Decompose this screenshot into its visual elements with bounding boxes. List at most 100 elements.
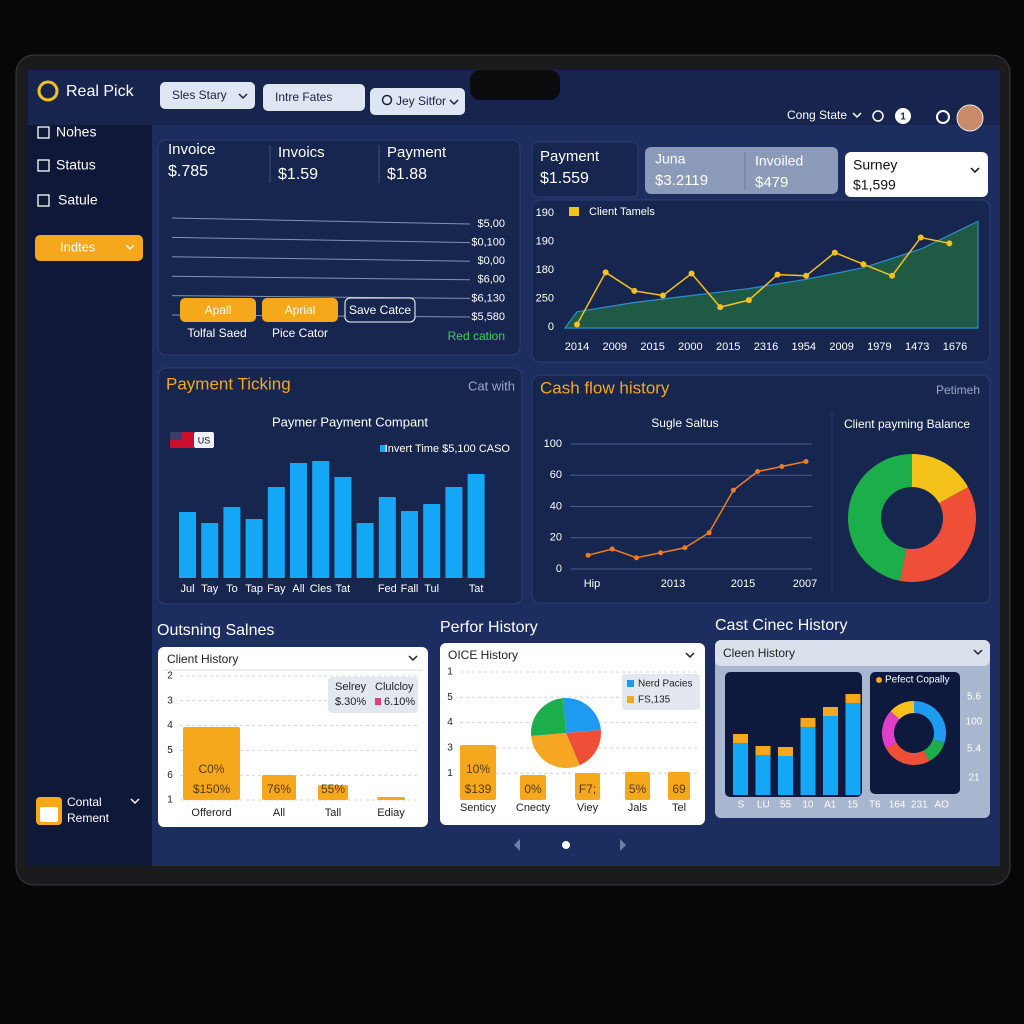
y-tick-label: 100 <box>544 438 562 450</box>
nav-item[interactable]: Status <box>56 157 96 173</box>
x-tick-label: Jals <box>628 802 648 814</box>
x-tick-label: Tul <box>424 583 439 595</box>
caption: Pice Cator <box>272 326 328 340</box>
area <box>563 220 979 329</box>
bar <box>318 785 348 800</box>
nav-item[interactable]: Satule <box>58 192 98 208</box>
x-tick-label: Cnecty <box>516 802 551 814</box>
dropdown-label[interactable]: Client History <box>167 652 238 666</box>
bar-label: 10% <box>466 762 490 776</box>
panel-action[interactable]: Cat with <box>468 378 515 393</box>
bar-cap <box>755 746 771 755</box>
bar <box>183 727 240 800</box>
pager-prev[interactable] <box>514 839 520 851</box>
user-name[interactable]: Cong State <box>787 108 847 122</box>
badge-count: 1 <box>900 112 906 123</box>
x-tick-label: 1676 <box>943 341 967 353</box>
point <box>706 530 712 536</box>
x-tick-label: To <box>226 583 238 595</box>
dropdown-label[interactable]: OICE History <box>448 648 518 662</box>
axis-label: $0,100 <box>471 237 505 249</box>
chevron <box>130 798 140 805</box>
note: Red cation <box>448 329 505 343</box>
tab-label[interactable]: Sles Stary <box>172 88 227 102</box>
tab-label[interactable]: Intre Fates <box>275 90 332 104</box>
bar-label: 69 <box>672 782 686 796</box>
y-tick-label: 5 <box>167 745 173 756</box>
x-tick-label: Fed <box>378 583 397 595</box>
bar <box>356 523 374 578</box>
button-label[interactable]: Apall <box>205 303 232 317</box>
chart-title: Client payming Balance <box>844 417 970 431</box>
x-tick-label: Hip <box>584 578 601 590</box>
bar-cap <box>800 718 816 727</box>
stat-value[interactable]: $1,599 <box>853 177 896 193</box>
legend-label: FS,135 <box>638 695 671 706</box>
button-label[interactable]: Save Catce <box>349 303 411 317</box>
tab[interactable] <box>370 88 465 115</box>
slice <box>530 698 566 737</box>
legend-dot <box>876 677 882 683</box>
chart-title: Sugle Saltus <box>651 416 718 430</box>
bar <box>467 474 485 578</box>
x-tick-label: 2015 <box>640 341 664 353</box>
y-tick-label: 250 <box>536 292 554 304</box>
x-tick-label: 231 <box>911 800 928 811</box>
pager-dot[interactable] <box>562 841 570 849</box>
dropdown[interactable] <box>163 651 423 671</box>
avatar[interactable] <box>956 104 984 132</box>
y-tick-label: 60 <box>550 469 562 481</box>
y-tick-label: 0 <box>548 321 554 333</box>
dropdown-label[interactable]: Cleen History <box>723 646 795 660</box>
legend-swatch <box>627 680 634 687</box>
button[interactable] <box>262 298 338 322</box>
slice <box>531 733 580 768</box>
point <box>631 287 638 294</box>
settings-icon[interactable] <box>936 110 950 124</box>
camera-notch <box>470 70 560 100</box>
y-tick-label: 180 <box>536 264 554 276</box>
legend-label: Nerd Pacies <box>638 679 692 690</box>
legend-label: Invert Time $5,100 CASO <box>385 443 511 455</box>
nav-item[interactable]: Nohes <box>56 124 96 140</box>
nav-item[interactable]: Indtes <box>60 239 96 254</box>
tab-label[interactable]: Jey Sitfor <box>396 94 446 108</box>
button[interactable] <box>180 298 256 322</box>
panel-title: Outsning Salnes <box>157 622 274 639</box>
point <box>803 272 810 279</box>
pager-next[interactable] <box>620 839 626 851</box>
tab[interactable] <box>263 84 365 111</box>
x-tick-label: 2015 <box>731 578 755 590</box>
stat-value: $1.559 <box>540 170 589 187</box>
tab[interactable] <box>160 82 255 109</box>
stat-value: $3.2119 <box>655 172 708 189</box>
stat-dropdown[interactable] <box>845 152 988 197</box>
stat-label: Juna <box>655 151 686 167</box>
point <box>688 270 695 277</box>
y-tick-label: 40 <box>550 500 562 512</box>
button[interactable] <box>344 297 416 323</box>
point <box>682 545 688 551</box>
x-tick-label: 2007 <box>793 578 817 590</box>
line <box>587 460 807 559</box>
history-donut-box <box>870 672 960 794</box>
x-tick-label: LU <box>757 800 770 811</box>
nav-active[interactable] <box>35 235 143 261</box>
x-tick-label: 1473 <box>905 341 929 353</box>
point <box>609 546 615 552</box>
point <box>946 240 953 247</box>
stat-label[interactable]: Surney <box>853 157 897 173</box>
point <box>860 261 867 268</box>
point <box>779 464 785 469</box>
legend-swatch <box>569 207 579 216</box>
nav-icon <box>37 159 50 172</box>
x-tick-label: Ediay <box>377 807 405 819</box>
settings-icon[interactable] <box>872 110 884 122</box>
bar-label: $139 <box>465 782 492 796</box>
legend-swatch <box>375 698 381 705</box>
point <box>917 234 924 241</box>
panel-action[interactable]: Petimeh <box>936 383 980 397</box>
button-label[interactable]: Aprial <box>285 303 316 317</box>
panel-title: Payment Ticking <box>166 374 291 393</box>
